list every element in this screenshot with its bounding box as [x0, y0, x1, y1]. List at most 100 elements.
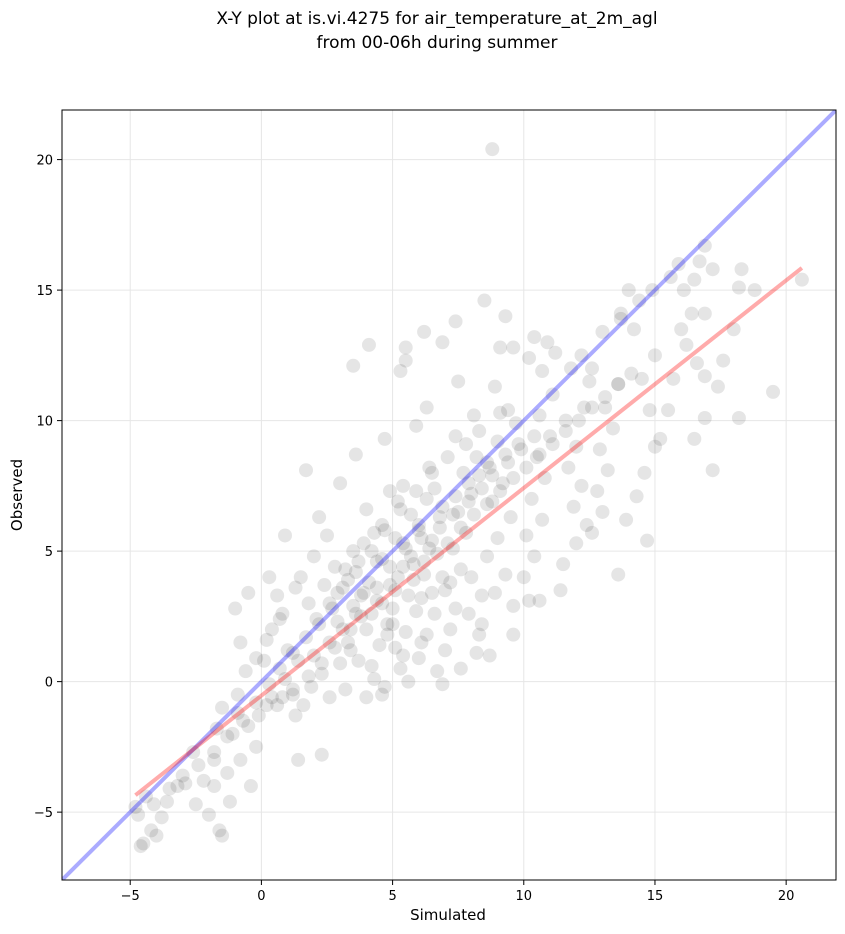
x-tick-label: −5: [121, 889, 140, 904]
scatter-point: [291, 653, 306, 668]
scatter-point: [506, 471, 521, 486]
scatter-point: [561, 460, 576, 475]
x-axis-ticks: −5 0 5 10 15 20: [121, 880, 794, 904]
scatter-point: [385, 617, 400, 632]
scatter-point: [532, 447, 547, 462]
scatter-point: [493, 405, 508, 420]
scatter-point: [435, 499, 450, 514]
scatter-point: [375, 687, 390, 702]
scatter-point: [537, 471, 552, 486]
scatter-point: [312, 617, 327, 632]
scatter-point: [299, 463, 314, 478]
scatter-point: [270, 588, 285, 603]
scatter-point: [435, 677, 450, 692]
scatter-point: [438, 583, 453, 598]
scatter-point: [369, 593, 384, 608]
scatter-point: [506, 598, 521, 613]
scatter-point: [558, 424, 573, 439]
scatter-point: [170, 779, 185, 794]
scatter-point: [215, 700, 230, 715]
scatter-point: [262, 677, 277, 692]
scatter-point: [582, 374, 597, 389]
scatter-point: [351, 554, 366, 569]
scatter-point: [506, 627, 521, 642]
scatter-point: [291, 752, 306, 767]
scatter-point: [511, 437, 526, 452]
scatter-point: [270, 698, 285, 713]
scatter-point: [592, 442, 607, 457]
scatter-point: [645, 283, 660, 298]
scatter-point: [369, 554, 384, 569]
scatter-point: [556, 557, 571, 572]
scatter-point: [411, 518, 426, 533]
y-tick-label: 20: [36, 154, 53, 169]
scatter-point: [343, 643, 358, 658]
scatter-point: [574, 478, 589, 493]
scatter-point: [472, 424, 487, 439]
scatter-point: [440, 536, 455, 551]
scatter-point: [364, 544, 379, 559]
scatter-point: [149, 828, 164, 843]
scatter-point: [380, 617, 395, 632]
x-tick-label: 10: [516, 889, 533, 904]
scatter-point: [359, 622, 374, 637]
scatter-point: [191, 758, 206, 773]
scatter-point: [697, 306, 712, 321]
scatter-point: [435, 335, 450, 350]
scatter-point: [490, 434, 505, 449]
scatter-point: [288, 580, 303, 595]
scatter-point: [498, 309, 513, 324]
scatter-point: [710, 379, 725, 394]
scatter-point: [201, 807, 216, 822]
scatter-point: [435, 570, 450, 585]
scatter-point: [144, 823, 159, 838]
scatter-point: [299, 630, 314, 645]
scatter-point: [569, 439, 584, 454]
scatter-point: [716, 353, 731, 368]
scatter-point: [327, 559, 342, 574]
scatter-point: [569, 536, 584, 551]
scatter-point: [354, 609, 369, 624]
scatter-point: [359, 502, 374, 517]
scatter-point: [472, 627, 487, 642]
scatter-point: [396, 536, 411, 551]
scatter-point: [409, 484, 424, 499]
y-axis-ticks: −5 0 5 10 15 20: [34, 154, 62, 821]
scatter-point: [409, 418, 424, 433]
scatter-point: [346, 598, 361, 613]
scatter-point: [747, 283, 762, 298]
scatter-point: [249, 739, 264, 754]
scatter-point: [220, 729, 235, 744]
scatter-point: [794, 272, 809, 287]
scatter-point: [487, 585, 502, 600]
scatter-point: [398, 340, 413, 355]
scatter-point: [427, 606, 442, 621]
scatter-point: [422, 541, 437, 556]
scatter-point: [356, 536, 371, 551]
scatter-point: [571, 413, 586, 428]
scatter-point: [632, 293, 647, 308]
scatter-point: [584, 400, 599, 415]
y-tick-label: 5: [45, 545, 53, 560]
scatter-point: [598, 400, 613, 415]
scatter-point: [306, 549, 321, 564]
scatter-point: [558, 413, 573, 428]
scatter-point: [419, 400, 434, 415]
scatter-point: [259, 698, 274, 713]
scatter-point: [207, 745, 222, 760]
scatter-point: [220, 765, 235, 780]
scatter-point: [590, 484, 605, 499]
scatter-point: [661, 403, 676, 418]
scatter-point: [293, 570, 308, 585]
scatter-point: [461, 606, 476, 621]
scatter-point: [605, 421, 620, 436]
scatter-point: [398, 625, 413, 640]
scatter-point: [611, 567, 626, 582]
chart-title-line-2: from 00-06h during summer: [317, 33, 558, 53]
scatter-point: [319, 528, 334, 543]
scatter-point: [178, 776, 193, 791]
y-tick-label: −5: [34, 806, 53, 821]
scatter-point: [498, 567, 513, 582]
scatter-point: [424, 533, 439, 548]
scatter-point: [264, 690, 279, 705]
